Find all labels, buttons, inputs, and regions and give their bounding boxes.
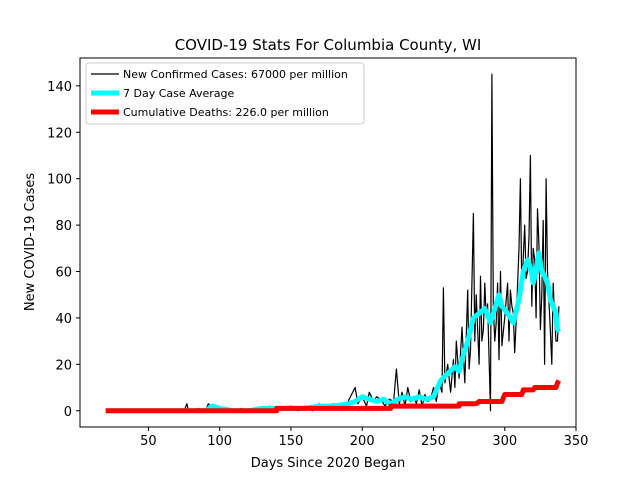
y-tick-label: 0 xyxy=(64,405,72,420)
y-tick-label: 40 xyxy=(55,312,72,327)
y-axis-label: New COVID-19 Cases xyxy=(23,173,38,311)
y-tick-label: 100 xyxy=(47,173,72,188)
series-line-cumulative-deaths xyxy=(105,379,562,414)
y-tick-label: 20 xyxy=(55,358,72,373)
x-tick-label: 350 xyxy=(564,434,589,449)
chart-title: COVID-19 Stats For Columbia County, WI xyxy=(175,36,482,54)
legend-label-new-cases: New Confirmed Cases: 67000 per million xyxy=(123,68,348,81)
y-tick-label: 80 xyxy=(55,219,72,234)
plot-area xyxy=(105,73,562,414)
y-tick-label: 140 xyxy=(47,80,72,95)
axes-frame xyxy=(79,57,577,428)
legend-label-7-day-average: 7 Day Case Average xyxy=(123,87,235,100)
y-tick-label: 120 xyxy=(47,126,72,141)
x-axis-ticks: 50 100 150 200 250 300 350 xyxy=(140,427,588,449)
legend: New Confirmed Cases: 67000 per million 7… xyxy=(85,62,365,125)
x-tick-label: 300 xyxy=(492,434,517,449)
x-tick-label: 200 xyxy=(350,434,375,449)
legend-label-cumulative-deaths: Cumulative Deaths: 226.0 per million xyxy=(123,106,329,119)
x-tick-label: 100 xyxy=(207,434,232,449)
y-axis-ticks: 0 20 40 60 80 100 120 140 xyxy=(47,80,80,420)
y-tick-label: 60 xyxy=(55,266,72,281)
x-tick-label: 150 xyxy=(279,434,304,449)
x-axis-label: Days Since 2020 Began xyxy=(251,456,406,471)
x-tick-label: 250 xyxy=(421,434,446,449)
legend-box xyxy=(85,62,365,125)
x-tick-label: 50 xyxy=(140,434,157,449)
